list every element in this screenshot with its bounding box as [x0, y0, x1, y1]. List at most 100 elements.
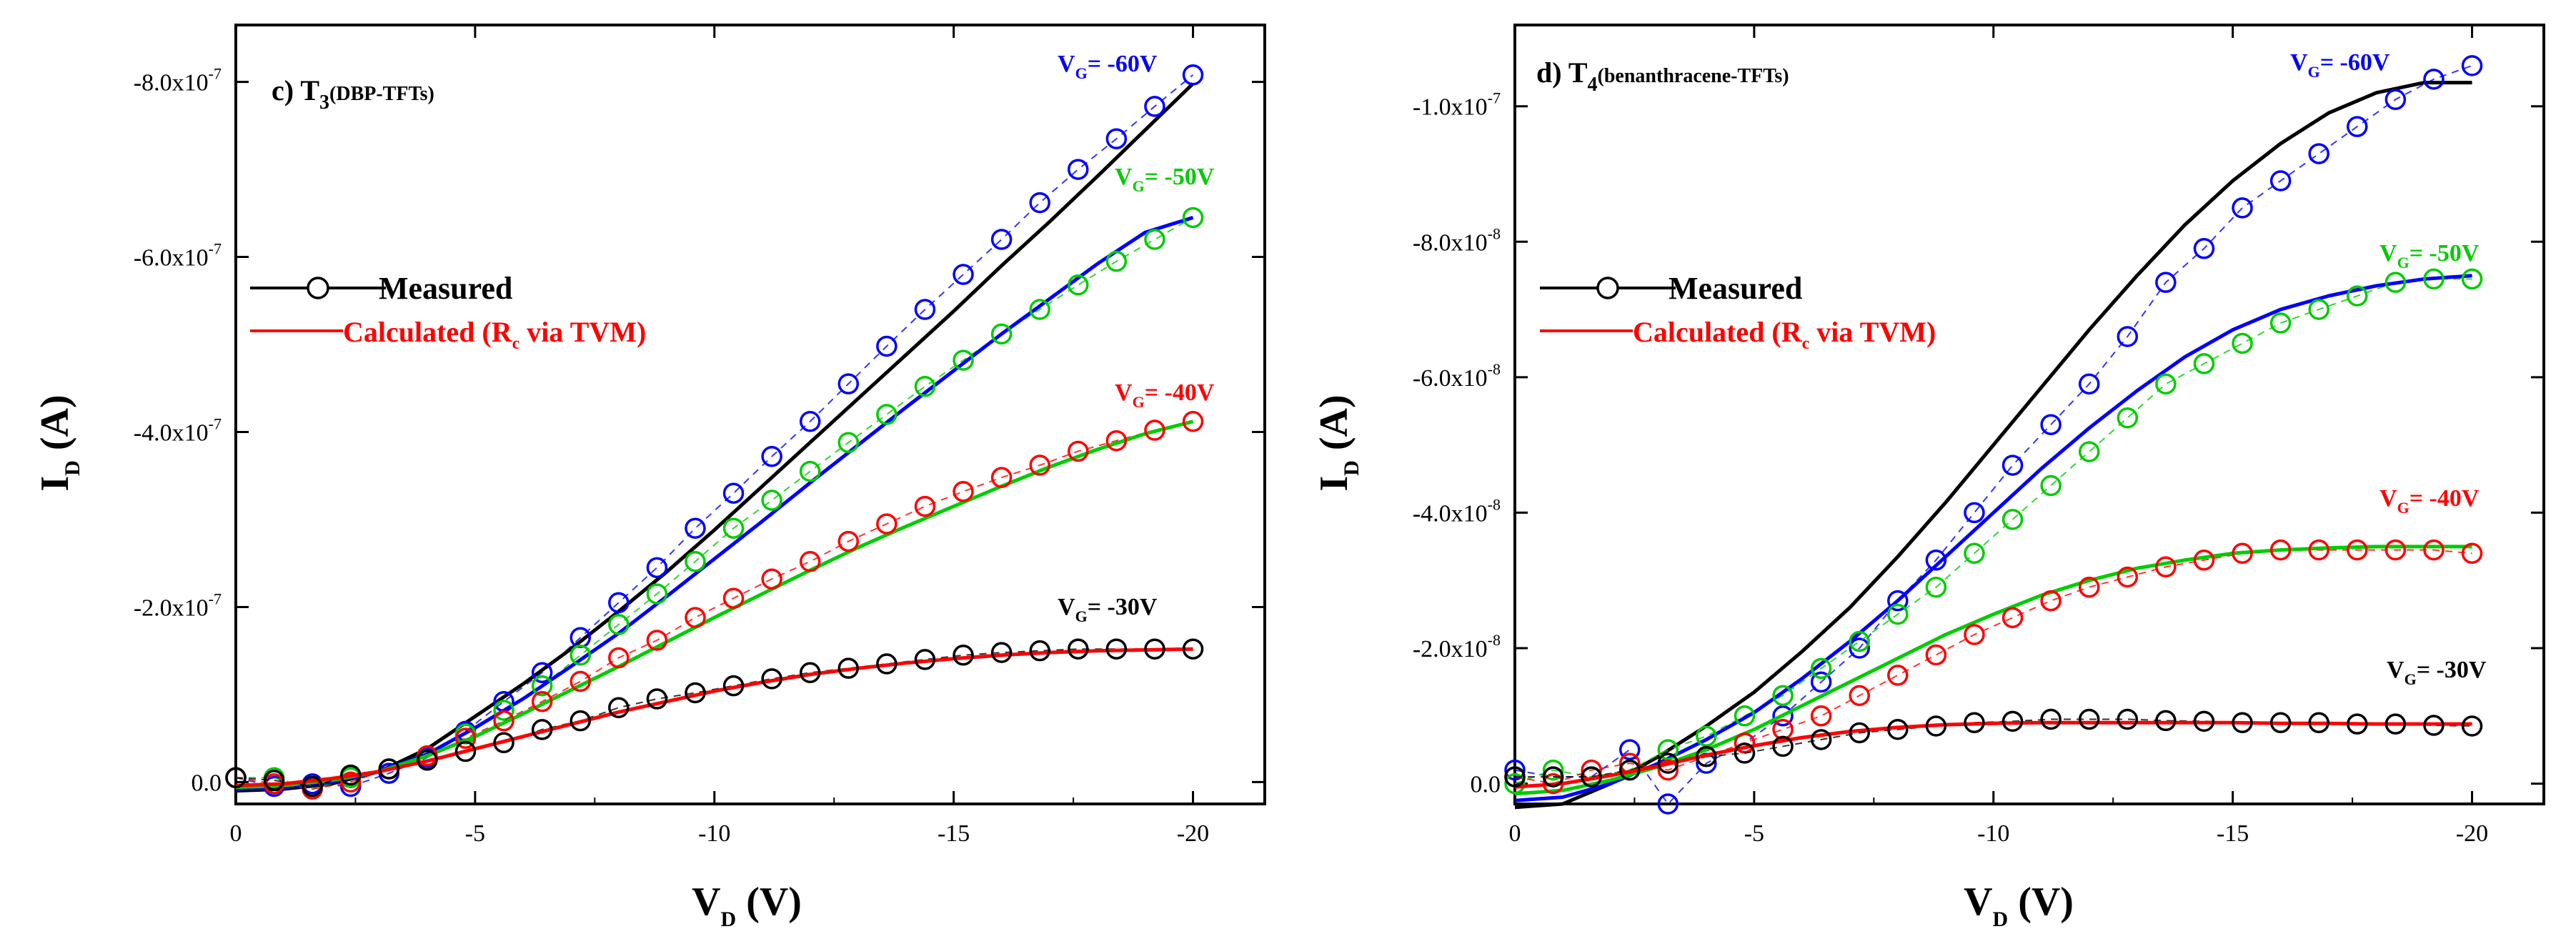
- measured-point: [1182, 64, 1204, 86]
- y-axis-label: ID (A): [1312, 394, 1363, 491]
- series-label-main: V: [1058, 594, 1075, 620]
- x-tick-label: -15: [2217, 820, 2249, 847]
- measured-point: [914, 376, 936, 397]
- measured-point: [1925, 576, 1947, 598]
- measured-point: [837, 432, 860, 453]
- measured-point: [2078, 576, 2100, 598]
- measured-point: [608, 647, 630, 669]
- measured-point: [953, 349, 974, 371]
- measured-point: [1772, 685, 1794, 707]
- measured-point: [990, 323, 1013, 345]
- series-label-value: = -40V: [1145, 379, 1215, 406]
- measured-point: [837, 657, 860, 679]
- measured-point: [1618, 759, 1641, 781]
- legend-label-calculated-main: Calculated (R: [343, 316, 513, 348]
- measured-point: [953, 645, 974, 666]
- legend-marker-measured: [307, 277, 329, 299]
- measured-point: [1542, 759, 1564, 781]
- y-axis-label-unit: (A): [1312, 394, 1356, 460]
- measured-point: [1029, 299, 1050, 320]
- series-label-sub: G: [2308, 63, 2320, 81]
- measured-point: [2461, 715, 2483, 737]
- x-tick-label: -10: [1977, 820, 2009, 847]
- measured-point: [2040, 708, 2062, 730]
- x-tick-label: -15: [938, 820, 970, 847]
- measured-point: [646, 557, 668, 579]
- measured-point: [876, 653, 897, 675]
- x-axis-label: VD (V): [692, 880, 802, 931]
- series-label-main: V: [1115, 379, 1133, 406]
- series-label-value: = -60V: [2320, 49, 2390, 76]
- series-vg60: VG= -60V: [1504, 49, 2483, 815]
- measured-point: [2232, 332, 2253, 354]
- y-axis-label-sub: D: [1340, 460, 1363, 476]
- measured-point: [608, 614, 630, 635]
- measured-point: [454, 740, 477, 762]
- measured-point: [1887, 590, 1909, 612]
- y-tick-exponent: -8: [1488, 224, 1501, 242]
- measured-point: [2269, 312, 2292, 334]
- measured-point: [990, 467, 1013, 488]
- measured-point: [1029, 454, 1050, 476]
- measured-point: [2269, 712, 2292, 734]
- y-tick-exponent: -8: [1488, 495, 1501, 513]
- measured-point: [1105, 128, 1128, 149]
- panel-c: 0 -5 -10 -15 -200.0-2.0x10-7-4.0x10-7-6.0x10…: [33, 24, 1266, 931]
- measured-point: [1542, 766, 1564, 787]
- measured-point: [1144, 638, 1165, 660]
- x-axis-label-unit: (V): [2008, 880, 2074, 924]
- measured-point: [1504, 759, 1526, 781]
- measured-point: [2117, 566, 2139, 588]
- x-axis-label-main: V: [1964, 880, 1992, 924]
- measured-point: [646, 630, 668, 651]
- measured-point: [2347, 116, 2368, 137]
- series-label-sub: G: [1075, 64, 1088, 82]
- measured-point: [722, 587, 745, 609]
- series-vg40: VG= -40V: [1504, 485, 2483, 796]
- y-tick-mantissa: -4.0x10: [134, 419, 209, 446]
- measured-point: [1657, 759, 1679, 781]
- y-tick-label: -2.0x10-7: [134, 590, 222, 621]
- measured-point: [1772, 735, 1794, 757]
- series-vg30: VG= -30V: [225, 594, 1204, 798]
- measured-point: [1657, 793, 1679, 815]
- legend-marker-measured: [1596, 277, 1619, 299]
- measured-point: [493, 700, 514, 721]
- calculated-line: [235, 647, 1193, 787]
- plot-frame: [234, 24, 1266, 805]
- measured-point: [2423, 268, 2445, 290]
- measured-point: [1772, 705, 1794, 727]
- x-axis-label-sub: D: [721, 908, 737, 931]
- series-label-sub: G: [2397, 499, 2410, 517]
- measured-point: [914, 495, 936, 517]
- measured-point: [837, 530, 860, 552]
- measured-point: [2308, 539, 2329, 561]
- measured-point: [2423, 539, 2445, 561]
- measured-point: [953, 481, 974, 502]
- panel-title: c) T3(DBP-TFTs): [272, 74, 434, 114]
- measured-point: [1657, 739, 1679, 760]
- measured-point: [493, 710, 514, 732]
- measured-point: [263, 770, 285, 791]
- measured-point: [1887, 665, 1909, 686]
- x-axis-label-unit: (V): [736, 880, 802, 924]
- measured-point: [1581, 766, 1602, 787]
- x-tick-label: 0: [1509, 820, 1521, 847]
- measured-point: [2269, 170, 2292, 192]
- measured-point: [2232, 197, 2253, 219]
- series-label-value: = -60V: [1088, 51, 1158, 77]
- series-label-sub: G: [2405, 670, 2417, 688]
- measured-point: [1105, 638, 1128, 660]
- series-vg40: VG= -40V: [225, 379, 1215, 800]
- measured-point: [761, 568, 782, 590]
- measured-point: [2155, 272, 2177, 293]
- measured-point: [1964, 712, 1985, 734]
- measured-point: [2347, 713, 2368, 735]
- measured-point: [1144, 96, 1165, 117]
- measured-point: [799, 411, 821, 432]
- measured-point: [761, 490, 782, 511]
- measured-point: [1734, 732, 1756, 754]
- measured-point: [302, 775, 323, 798]
- x-tick-label: -10: [698, 820, 730, 847]
